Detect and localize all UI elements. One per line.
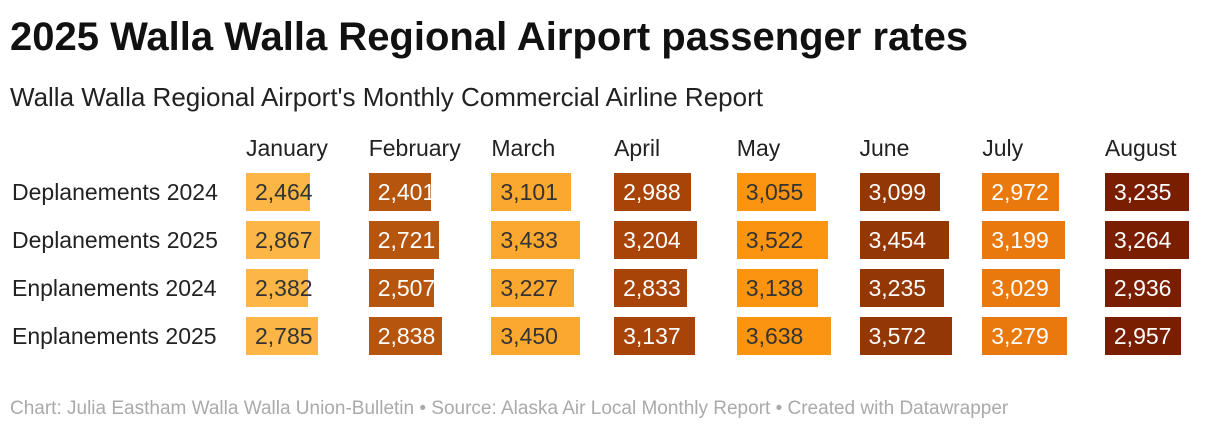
- column-header-february: February: [368, 135, 461, 161]
- bar: [491, 317, 581, 355]
- data-label: 2,936: [1113, 275, 1172, 301]
- bar: [246, 173, 310, 211]
- bar: [859, 173, 940, 211]
- bar: [859, 269, 944, 307]
- data-label: 3,055: [745, 179, 804, 205]
- bar: [1104, 317, 1181, 355]
- data-label: 3,638: [745, 323, 804, 349]
- data-label: 2,785: [255, 323, 313, 349]
- data-label: 3,199: [991, 227, 1049, 253]
- row-label-enplanements-2025: Enplanements 2025: [12, 323, 217, 349]
- chart-title: 2025 Walla Walla Regional Airport passen…: [10, 15, 969, 59]
- column-header-july: July: [982, 135, 1024, 161]
- data-label: 3,227: [500, 275, 558, 301]
- bar: [614, 221, 698, 259]
- bar: [368, 221, 439, 259]
- data-label: 3,433: [500, 227, 558, 253]
- bar: [1104, 221, 1189, 259]
- row-label-deplanements-2025: Deplanements 2025: [12, 227, 218, 253]
- data-label: 3,204: [623, 227, 681, 253]
- data-label: 2,721: [377, 227, 436, 253]
- bar: [614, 317, 696, 355]
- chart-footer: Chart: Julia Eastham Walla Walla Union-B…: [10, 398, 1009, 419]
- bar: [736, 173, 816, 211]
- bar: [982, 173, 1060, 211]
- bar: [859, 317, 952, 355]
- bar: [982, 317, 1068, 355]
- bar: [614, 269, 688, 307]
- column-header-may: May: [736, 135, 781, 161]
- bar: [246, 317, 318, 355]
- data-label: 2,833: [623, 275, 681, 301]
- bar: [491, 173, 572, 211]
- data-label: 2,867: [255, 227, 313, 253]
- bar: [1104, 269, 1181, 307]
- data-label: 2,507: [377, 275, 436, 301]
- data-label: 2,401: [377, 179, 436, 205]
- column-header-march: March: [491, 135, 556, 161]
- column-header-april: April: [614, 135, 661, 161]
- bar: [368, 269, 434, 307]
- bar: [368, 173, 431, 211]
- data-label: 3,137: [623, 323, 681, 349]
- bar: [614, 173, 692, 211]
- data-label: 3,029: [991, 275, 1049, 301]
- row-label-deplanements-2024: Deplanements 2024: [12, 179, 218, 205]
- bar: [982, 269, 1061, 307]
- bar: [1104, 173, 1189, 211]
- data-label: 2,988: [623, 179, 681, 205]
- bar: [368, 317, 442, 355]
- column-header-january: January: [246, 135, 328, 161]
- data-label: 2,838: [377, 323, 436, 349]
- data-label: 2,957: [1113, 323, 1172, 349]
- data-label: 2,972: [991, 179, 1049, 205]
- data-label: 2,464: [255, 179, 313, 205]
- data-label: 3,572: [868, 323, 927, 349]
- bar: [859, 221, 949, 259]
- chart-subtitle: Walla Walla Regional Airport's Monthly C…: [10, 82, 763, 112]
- data-label: 3,279: [991, 323, 1049, 349]
- bar: [736, 269, 818, 307]
- data-label: 3,264: [1113, 227, 1172, 253]
- data-label: 3,454: [868, 227, 927, 253]
- bar: [736, 317, 831, 355]
- data-label: 3,099: [868, 179, 927, 205]
- bar: [982, 221, 1066, 259]
- data-label: 3,450: [500, 323, 558, 349]
- bar: [491, 221, 581, 259]
- bar: [246, 221, 320, 259]
- bar: [736, 221, 828, 259]
- column-header-june: June: [859, 135, 910, 161]
- data-label: 3,522: [745, 227, 804, 253]
- bar: [246, 269, 308, 307]
- bar: [491, 269, 575, 307]
- data-label: 2,382: [255, 275, 313, 301]
- data-label: 3,138: [745, 275, 804, 301]
- column-header-august: August: [1104, 135, 1177, 161]
- data-label: 3,235: [868, 275, 927, 301]
- data-label: 3,101: [500, 179, 558, 205]
- data-label: 3,235: [1113, 179, 1172, 205]
- row-label-enplanements-2024: Enplanements 2024: [12, 275, 217, 301]
